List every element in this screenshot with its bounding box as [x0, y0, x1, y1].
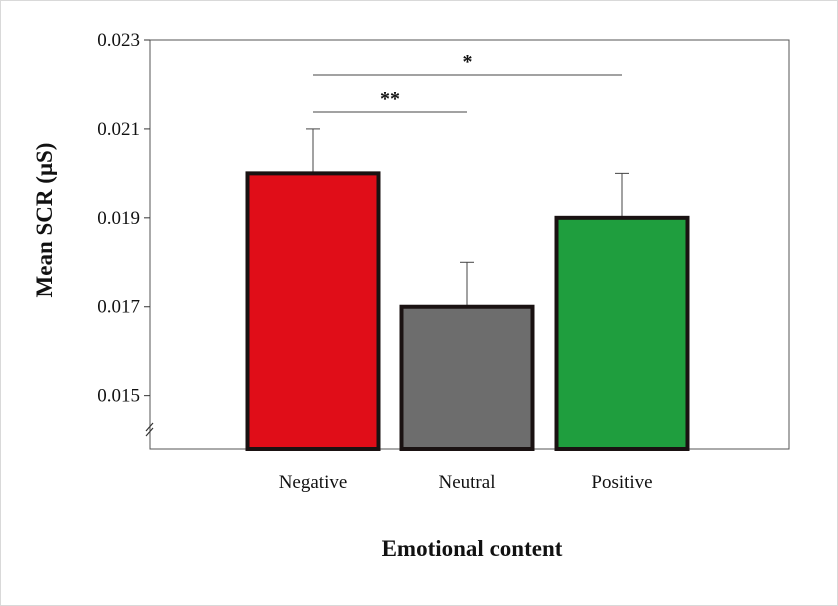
y-axis-title: Mean SCR (μS) [32, 143, 57, 298]
bar-neutral [399, 304, 535, 451]
bar-negative [245, 171, 381, 451]
y-tick-label: 0.023 [97, 30, 140, 51]
bar-positive [554, 215, 690, 451]
y-tick-label: 0.017 [97, 297, 140, 318]
y-tick-label: 0.019 [97, 208, 140, 229]
axis-break-mark [145, 427, 154, 437]
axis-break-mark [145, 422, 154, 432]
x-axis-title: Emotional content [382, 536, 563, 561]
significance-label: ** [380, 88, 400, 110]
x-tick-label: Positive [591, 472, 652, 493]
y-tick-label: 0.021 [97, 119, 140, 140]
significance-label: * [463, 51, 473, 73]
y-tick-label: 0.015 [97, 386, 140, 407]
x-tick-label: Neutral [439, 472, 496, 493]
x-tick-label: Negative [279, 472, 348, 493]
